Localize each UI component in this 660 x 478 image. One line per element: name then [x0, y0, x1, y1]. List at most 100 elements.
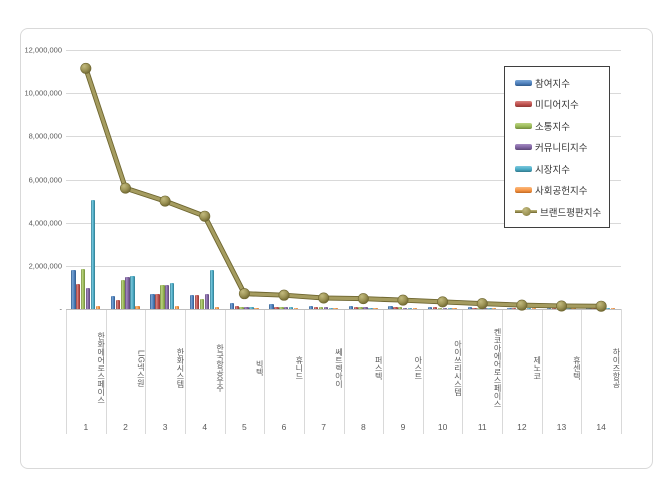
bar [566, 308, 571, 309]
line-marker [278, 289, 290, 301]
bar [110, 296, 116, 309]
rank-label: 7 [321, 422, 327, 432]
bar [596, 308, 601, 309]
legend-item: 미디어지수 [515, 94, 609, 114]
bar [427, 306, 433, 309]
bar [556, 308, 562, 309]
y-axis-tick-label: - [59, 304, 63, 314]
legend-item: 사회공헌지수 [515, 180, 609, 200]
bar [120, 279, 125, 309]
legend-bar-swatch-icon [515, 187, 532, 193]
bar [482, 308, 487, 309]
column-separator [184, 309, 186, 434]
category-label: 한화시스템 [175, 348, 185, 388]
rank-label: 14 [596, 422, 606, 432]
column-separator [422, 309, 424, 434]
column-separator [383, 309, 385, 434]
bar [487, 308, 492, 309]
column-separator [224, 309, 226, 434]
bar [190, 294, 195, 309]
bar [135, 306, 140, 309]
category-label: 퍼스텍 [374, 356, 384, 380]
bar [284, 307, 289, 309]
bar [71, 270, 76, 309]
gridline [66, 265, 621, 267]
line-marker [397, 294, 409, 306]
bar [323, 307, 329, 309]
legend-item: 브랜드평판지수 [515, 202, 609, 222]
bar [254, 308, 259, 309]
bar [239, 306, 244, 309]
bar [521, 308, 527, 309]
bar [368, 307, 373, 309]
rank-label: 4 [202, 422, 208, 432]
y-axis-tick-label: 6,000,000 [28, 175, 62, 184]
column-separator [343, 309, 345, 434]
legend-label: 커뮤니티지수 [535, 143, 588, 154]
legend-label: 시장지수 [535, 164, 570, 176]
line-marker [357, 293, 369, 305]
column-separator [462, 309, 464, 434]
y-axis-tick-label: 8,000,000 [28, 131, 62, 141]
bar [288, 307, 294, 309]
category-label: 한화에어로스페이스 [96, 332, 106, 404]
bar [293, 308, 299, 309]
bar [130, 275, 135, 309]
bar [76, 284, 81, 309]
bar [95, 306, 100, 309]
bar [551, 308, 557, 309]
bar [199, 299, 205, 309]
chart-frame: 참여지수 미디어지수 소통지수 커뮤니티지수 시장지수 사회공헌지수 브랜드평판지수 12,… [20, 28, 653, 469]
bar [249, 307, 254, 309]
y-axis-tick-label: 12,000,000 [24, 45, 62, 55]
legend-label: 미디어지수 [535, 100, 579, 111]
rank-label: 1 [83, 422, 89, 432]
legend-label: 사회공헌지수 [535, 186, 588, 197]
column-separator [502, 309, 504, 434]
bar [373, 308, 378, 309]
bar [318, 307, 324, 309]
legend-line-marker [522, 207, 531, 216]
line-marker [437, 296, 449, 308]
bar [160, 285, 165, 309]
line-marker [318, 292, 330, 304]
bar [244, 307, 249, 309]
bar [398, 307, 403, 309]
rank-label: 10 [437, 422, 448, 432]
y-axis-tick-label: 4,000,000 [28, 218, 62, 228]
line-marker [199, 210, 211, 222]
bar [194, 295, 200, 309]
bar [313, 306, 319, 309]
legend-label: 참여지수 [535, 78, 570, 90]
rank-label: 6 [281, 422, 287, 432]
bar [358, 307, 363, 309]
bar [432, 307, 438, 309]
bar [407, 308, 413, 309]
bar [155, 293, 160, 309]
column-separator [105, 309, 107, 434]
category-label: 쎄트렉아이 [334, 348, 344, 388]
bar [516, 308, 522, 309]
y-axis-tick-label: 2,000,000 [28, 261, 62, 271]
line-marker [119, 182, 131, 194]
column-separator [581, 309, 583, 434]
gridline [66, 50, 621, 51]
category-label: 하이즈항공 [611, 348, 621, 388]
bar [447, 308, 452, 309]
rank-label: 5 [242, 422, 247, 432]
bar [586, 308, 591, 309]
bar [348, 305, 353, 309]
bar [363, 307, 368, 309]
x-axis-line [66, 309, 621, 310]
bar [571, 308, 576, 309]
bar [442, 307, 447, 309]
bar [546, 307, 552, 309]
column-separator [621, 309, 622, 434]
legend-bar-swatch-icon [515, 144, 532, 150]
bar [531, 308, 537, 309]
column-separator [541, 309, 543, 434]
bar [80, 269, 86, 309]
bar [209, 270, 215, 309]
bar [204, 293, 210, 309]
bar [274, 306, 279, 309]
